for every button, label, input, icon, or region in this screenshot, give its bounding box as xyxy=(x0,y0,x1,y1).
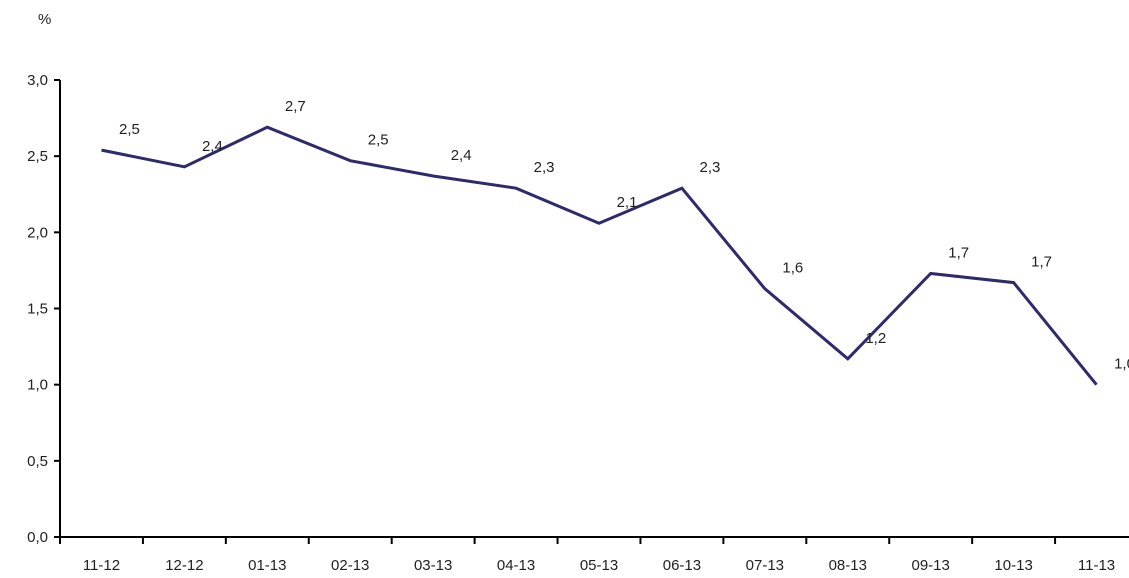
x-tick-label: 01-13 xyxy=(248,557,286,574)
y-tick-label: 3,0 xyxy=(27,72,48,89)
data-label: 1,7 xyxy=(1031,254,1052,271)
data-label: 2,5 xyxy=(119,121,140,138)
x-tick-label: 10-13 xyxy=(994,557,1032,574)
x-tick-label: 03-13 xyxy=(414,557,452,574)
x-tick-label: 07-13 xyxy=(746,557,784,574)
x-tick-label: 05-13 xyxy=(580,557,618,574)
x-tick-label: 12-12 xyxy=(165,557,203,574)
x-tick-label: 09-13 xyxy=(912,557,950,574)
data-label: 2,7 xyxy=(285,98,306,115)
y-axis-unit-label: % xyxy=(38,11,51,28)
x-axis-ticks: 11-12 12-12 01-13 02-13 03-13 04-13 05-13 06-13… xyxy=(59,537,1115,574)
data-label: 2,3 xyxy=(699,159,720,176)
x-tick-label: 02-13 xyxy=(331,557,369,574)
x-tick-label: 04-13 xyxy=(497,557,535,574)
x-tick-label: 06-13 xyxy=(663,557,701,574)
y-tick-label: 0,0 xyxy=(27,529,48,546)
y-tick-label: 2,0 xyxy=(27,224,48,241)
x-tick-label: 08-13 xyxy=(829,557,867,574)
data-label: 2,3 xyxy=(534,159,555,176)
data-label: 1,2 xyxy=(865,330,886,347)
y-tick-label: 1,5 xyxy=(27,301,48,318)
series-line xyxy=(101,125,1098,386)
x-tick-label: 11-13 xyxy=(1078,557,1115,574)
data-label: 1,0 xyxy=(1114,356,1129,373)
data-label: 2,4 xyxy=(451,147,472,164)
data-labels: 2,5 2,4 2,7 2,5 2,4 2,3 2,1 2,3 1,6 1,2 1,7 1,7 1,0 xyxy=(119,98,1129,372)
y-tick-label: 2,5 xyxy=(27,148,48,165)
x-tick-label: 11-12 xyxy=(83,557,120,574)
y-axis-ticks: 0,0 0,5 1,0 1,5 2,0 2,5 3,0 xyxy=(27,72,60,546)
data-label: 1,7 xyxy=(948,244,969,261)
data-label: 1,6 xyxy=(782,260,803,277)
y-tick-label: 0,5 xyxy=(27,453,48,470)
y-tick-label: 1,0 xyxy=(27,377,48,394)
data-label: 2,5 xyxy=(368,132,389,149)
data-label: 2,4 xyxy=(202,138,223,155)
data-label: 2,1 xyxy=(617,194,638,211)
